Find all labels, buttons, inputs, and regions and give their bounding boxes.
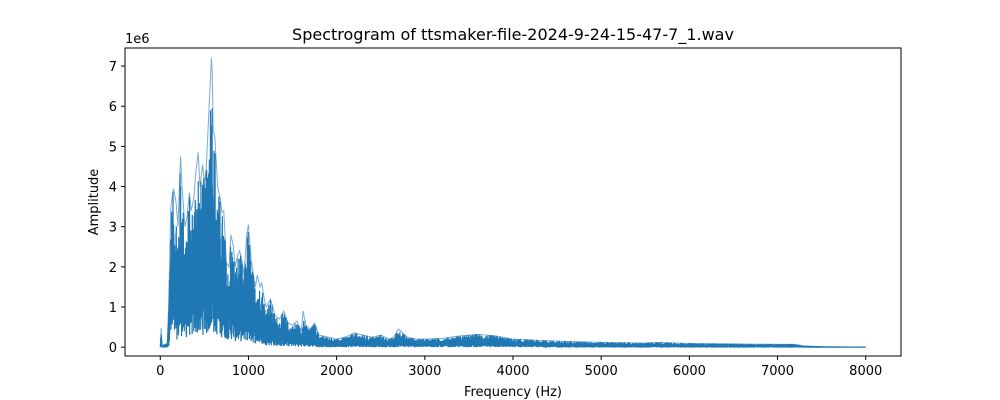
chart-title: Spectrogram of ttsmaker-file-2024-9-24-1… <box>292 25 734 45</box>
x-tick-label: 6000 <box>673 364 706 379</box>
y-tick-label: 3 <box>109 221 117 236</box>
x-tick-label: 3000 <box>408 364 441 379</box>
x-tick-label: 4000 <box>496 364 529 379</box>
y-tick-label: 5 <box>109 140 117 155</box>
y-axis-ticks: 0 1 2 3 4 5 6 7 <box>109 60 125 356</box>
y-tick-label: 4 <box>109 181 117 196</box>
y-tick-label: 1 <box>109 301 117 316</box>
x-tick-label: 2000 <box>320 364 353 379</box>
series-layer <box>159 58 867 348</box>
x-axis-ticks: 0 1000 2000 3000 4000 5000 6000 7000 8000 <box>156 356 882 379</box>
y-tick-label: 7 <box>109 60 117 75</box>
x-tick-label: 0 <box>156 364 164 379</box>
y-axis-label: Amplitude <box>87 169 102 236</box>
x-tick-label: 8000 <box>849 364 882 379</box>
amplitude-peak-envelope <box>159 58 866 348</box>
x-tick-label: 7000 <box>761 364 794 379</box>
x-tick-label: 5000 <box>585 364 618 379</box>
y-tick-label: 6 <box>109 100 117 115</box>
y-tick-label: 0 <box>109 341 117 356</box>
y-tick-label: 2 <box>109 261 117 276</box>
y-axis-offset-label: 1e6 <box>125 32 150 47</box>
amplitude-series-line <box>159 108 867 348</box>
x-axis-label: Frequency (Hz) <box>464 385 562 400</box>
x-tick-label: 1000 <box>232 364 265 379</box>
